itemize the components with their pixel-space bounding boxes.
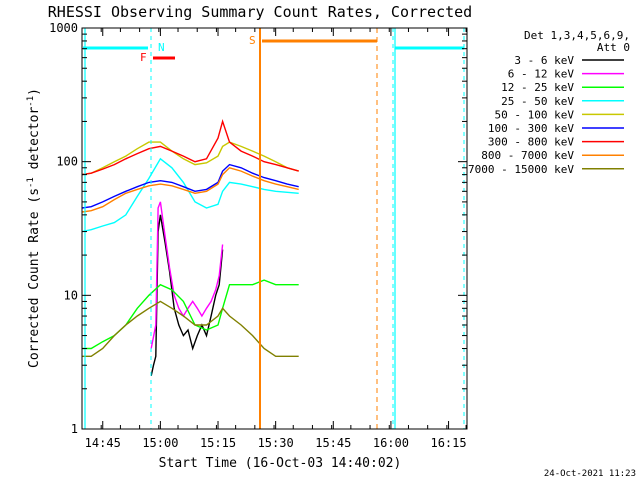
x-tick-label: 15:00 — [142, 436, 178, 450]
annotation-label: S — [249, 34, 256, 47]
legend-header: Att 0 — [597, 41, 630, 54]
legend-label: 100 - 300 keV — [488, 122, 574, 135]
y-tick-label: 1000 — [49, 21, 78, 35]
x-tick-label: 14:45 — [85, 436, 121, 450]
legend-header: Det 1,3,4,5,6,9, — [524, 29, 630, 42]
x-tick-label: 15:45 — [315, 436, 351, 450]
x-tick-label: 15:15 — [200, 436, 236, 450]
y-tick-label: 100 — [56, 155, 78, 169]
x-tick-label: 16:00 — [373, 436, 409, 450]
series-line — [150, 201, 224, 349]
annotation-label: F — [140, 51, 147, 64]
y-axis-label: Corrected Count Rate (s-1 detector-1) — [26, 88, 42, 368]
chart-title: RHESSI Observing Summary Count Rates, Co… — [48, 3, 472, 21]
y-axis: 1 10 100 1000 — [49, 21, 467, 436]
x-tick-label: 16:15 — [430, 436, 466, 450]
overlay-layer: NF S — [83, 28, 465, 429]
legend-label: 300 - 800 keV — [488, 136, 574, 149]
x-axis: 14:45 15:00 15:15 15:30 15:45 16:00 16:15 — [81, 28, 467, 450]
legend-label: 3 - 6 keV — [514, 54, 574, 67]
legend-label: 6 - 12 keV — [508, 68, 575, 81]
legend-label: 12 - 25 keV — [501, 81, 574, 94]
y-tick-label: 10 — [64, 288, 78, 302]
legend-label: 800 - 7000 keV — [481, 149, 574, 162]
legend-label: 7000 - 15000 keV — [468, 163, 574, 176]
legend-label: 50 - 100 keV — [495, 108, 575, 121]
x-axis-label: Start Time (16-Oct-03 14:40:02) — [159, 456, 402, 471]
timestamp: 24-Oct-2021 11:23 — [544, 469, 636, 479]
annotation-label: N — [158, 41, 165, 54]
y-tick-label: 1 — [71, 422, 78, 436]
legend-label: 25 - 50 keV — [501, 95, 574, 108]
x-tick-label: 15:30 — [258, 436, 294, 450]
